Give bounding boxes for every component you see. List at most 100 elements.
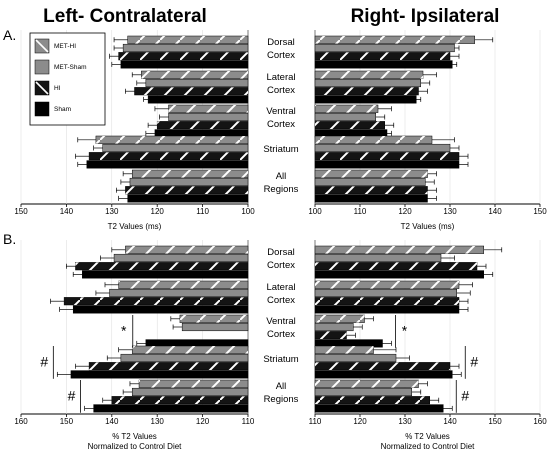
pa-right-bar-striatum-hi-hatch [315, 152, 459, 160]
panel-label-a: A. [3, 27, 16, 43]
pb-left-tick-label-160: 160 [14, 417, 28, 426]
pb-right-tick-label-140: 140 [443, 417, 457, 426]
pb-right-bar-all-regions-met-hi-hatch [315, 380, 419, 388]
pb-right-tick-label-160: 160 [533, 417, 547, 426]
pb-right-bar-lateral-cortex-met-hi-hatch [315, 281, 459, 289]
pb-left-x-axis-label-line1: % T2 Values [112, 432, 157, 441]
pb-right-bar-dorsal-cortex-met-hi-hatch [315, 246, 484, 254]
pa-left-bar-dorsal-cortex-met-hi-hatch [127, 36, 248, 44]
panel-label-b: B. [3, 231, 16, 247]
pa-left-bar-ventral-cortex-met-sham [168, 112, 249, 122]
pb-left-sig-symbol-all-regions: # [68, 387, 76, 403]
pb-right-sig-symbol-striatum: # [470, 353, 478, 369]
pa-right-bar-striatum-met-hi-hatch [315, 136, 432, 144]
pa-left-bar-ventral-cortex-met-hi-hatch [168, 105, 248, 113]
pb-right-bar-dorsal-cortex-met-sham [314, 253, 442, 263]
pb-left-bar-ventral-cortex-met-sham [181, 322, 249, 332]
legend: MET-HI MET-Sham HI Sham [29, 32, 106, 126]
pb-right-bar-lateral-cortex-met-sham [314, 288, 457, 298]
pb-right-bar-all-regions-met-sham [314, 387, 412, 397]
panel-a-region-label-all-regions-line1: All [276, 171, 287, 182]
pb-right-bar-all-regions-hi-hatch [315, 396, 430, 404]
pa-right-bar-ventral-cortex-hi-hatch [315, 121, 385, 129]
pb-left-bar-ventral-cortex-met-hi-hatch [179, 315, 248, 323]
pb-left-sig-symbol-ventral-cortex: * [121, 322, 127, 338]
pb-left-bar-all-regions-sham [93, 404, 249, 413]
pa-left-bar-striatum-met-hi-hatch [95, 136, 248, 144]
pb-right-bar-striatum-sham [314, 370, 453, 379]
panel-a-region-label-ventral-cortex-line1: Ventral [266, 106, 296, 117]
legend-label-hi: HI [54, 85, 61, 92]
pa-left-bar-lateral-cortex-met-hi-hatch [141, 71, 248, 79]
pb-right-bar-striatum-hi-hatch [315, 362, 450, 370]
pb-left-tick-label-130: 130 [151, 417, 165, 426]
pb-right-bar-ventral-cortex-met-hi-hatch [315, 315, 365, 323]
legend-swatch-hatch-met-hi [35, 39, 49, 53]
pa-right-x-axis-label: T2 Values (ms) [401, 222, 455, 231]
pb-left-bar-lateral-cortex-hi-hatch [64, 297, 248, 305]
panel-a-region-label-dorsal-cortex-line2: Cortex [267, 50, 295, 61]
pb-right-tick-label-110: 110 [309, 417, 322, 426]
pa-left-bar-all-regions-met-sham [129, 177, 249, 187]
panel-a-region-label-lateral-cortex-line1: Lateral [266, 72, 295, 83]
panel-b-region-label-striatum: Striatum [263, 354, 298, 365]
panel-b-region-label-all-regions-line1: All [276, 381, 287, 392]
panel-b-region-label-lateral-cortex-line1: Lateral [266, 282, 295, 293]
panel-b-region-label-dorsal-cortex-line2: Cortex [267, 260, 295, 271]
pb-left-bar-lateral-cortex-met-sham [109, 288, 249, 298]
pa-left-tick-label-110: 110 [196, 207, 209, 216]
pb-right-x-axis-label-line2: Normalized to Control Diet [381, 442, 476, 451]
pa-right-bar-lateral-cortex-met-sham [314, 78, 421, 88]
pb-right-sig-symbol-ventral-cortex: * [402, 322, 408, 338]
panel-a-region-label-lateral-cortex-line2: Cortex [267, 85, 295, 96]
pa-right-bar-dorsal-cortex-met-hi-hatch [315, 36, 475, 44]
pb-left-bar-dorsal-cortex-sham [82, 270, 249, 279]
pa-right-bar-dorsal-cortex-sham [314, 60, 453, 69]
pb-left-tick-label-150: 150 [60, 417, 74, 426]
pa-right-tick-label-140: 140 [488, 207, 502, 216]
panel-a-region-label-dorsal-cortex-line1: Dorsal [267, 37, 294, 48]
pb-right-bar-ventral-cortex-hi-hatch [315, 331, 347, 339]
pa-left-bar-striatum-sham [86, 160, 249, 169]
pa-left-bar-striatum-met-sham [102, 143, 249, 153]
legend-label-met-sham: MET-Sham [54, 64, 87, 71]
pa-right-tick-label-150: 150 [533, 207, 547, 216]
pb-left-x-axis-label-line2: Normalized to Control Diet [88, 442, 183, 451]
pb-right-bar-striatum-met-hi-hatch [315, 346, 374, 354]
pa-left-tick-label-120: 120 [151, 207, 165, 216]
pb-left-bar-lateral-cortex-sham [72, 305, 249, 314]
pb-left-bar-dorsal-cortex-hi-hatch [75, 262, 248, 270]
pa-right-tick-label-120: 120 [398, 207, 412, 216]
panel-b-region-label-ventral-cortex-line1: Ventral [266, 316, 296, 327]
pb-left-bar-striatum-hi-hatch [89, 362, 248, 370]
pb-left-bar-all-regions-met-sham [131, 387, 249, 397]
pb-left-bar-lateral-cortex-met-hi-hatch [118, 281, 248, 289]
legend-label-met-hi: MET-HI [54, 43, 76, 50]
pb-right-sig-symbol-all-regions: # [461, 387, 469, 403]
pa-left-bar-all-regions-met-hi-hatch [132, 170, 248, 178]
pa-right-tick-label-100: 100 [308, 207, 322, 216]
pb-left-bar-dorsal-cortex-met-sham [113, 253, 249, 263]
pa-right-bar-lateral-cortex-sham [314, 95, 417, 104]
pb-left-sig-symbol-striatum: # [40, 353, 48, 369]
pa-left-bar-ventral-cortex-hi-hatch [157, 121, 248, 129]
pb-right-bar-ventral-cortex-met-sham [314, 322, 354, 332]
pa-right-bar-all-regions-met-hi-hatch [315, 170, 428, 178]
panel-b-region-label-ventral-cortex-line2: Cortex [267, 329, 295, 340]
pa-right-bar-all-regions-sham [314, 194, 428, 203]
pb-right-tick-label-120: 120 [353, 417, 367, 426]
pb-left-bar-striatum-sham [70, 370, 249, 379]
pa-left-tick-label-130: 130 [105, 207, 119, 216]
panel-a-region-label-all-regions-line2: Regions [264, 184, 299, 195]
pb-right-tick-label-150: 150 [488, 417, 502, 426]
pb-left-tick-label-110: 110 [242, 417, 255, 426]
pa-left-bar-lateral-cortex-sham [147, 95, 249, 104]
pb-right-bar-dorsal-cortex-sham [314, 270, 484, 279]
pa-left-tick-label-100: 100 [241, 207, 255, 216]
panel-a-region-label-striatum: Striatum [263, 144, 298, 155]
pb-right-bar-lateral-cortex-sham [314, 305, 460, 314]
pb-right-bar-lateral-cortex-hi-hatch [315, 297, 459, 305]
panel-a-region-label-ventral-cortex-line2: Cortex [267, 119, 295, 130]
pa-right-bar-dorsal-cortex-met-sham [314, 43, 455, 53]
